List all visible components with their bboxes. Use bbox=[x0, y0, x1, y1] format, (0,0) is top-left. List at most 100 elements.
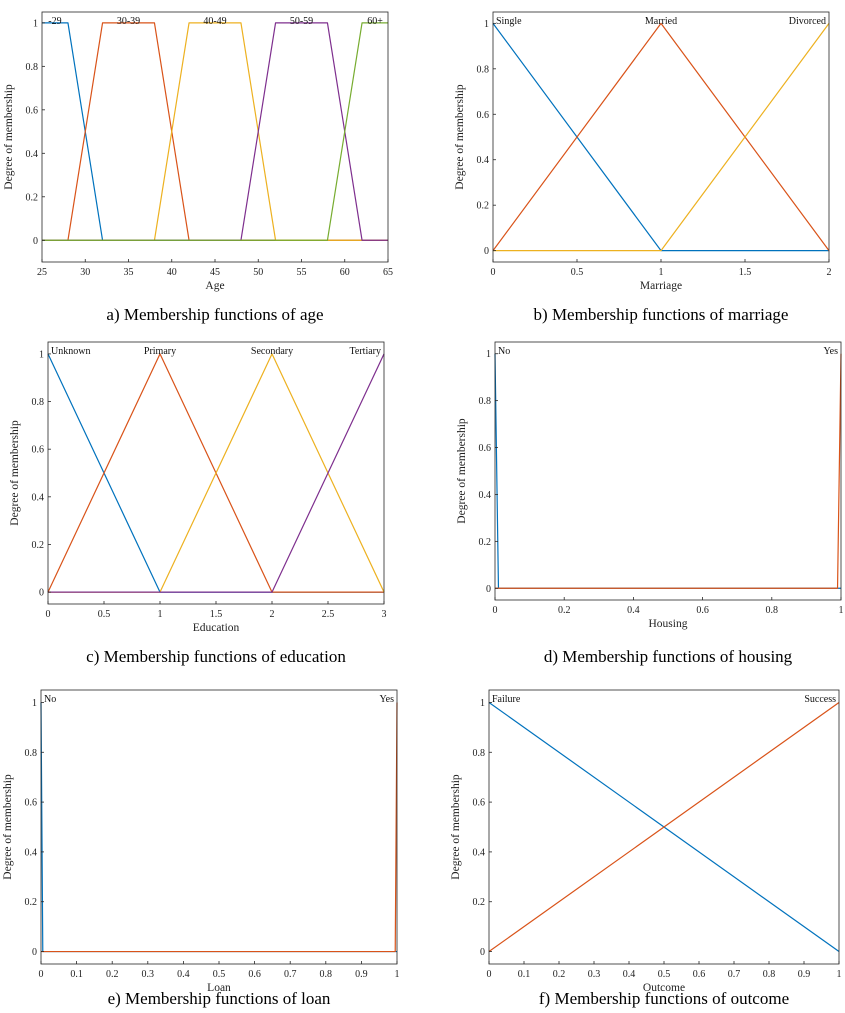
membership-label: Failure bbox=[492, 694, 521, 705]
x-tick-label: 25 bbox=[37, 267, 47, 278]
x-tick-label: 1 bbox=[839, 605, 844, 616]
y-tick-label: 0.6 bbox=[25, 798, 38, 809]
y-tick-label: 0.8 bbox=[26, 62, 39, 73]
chart-panel-6: 0 0.1 0.2 0.3 0.4 0.5 0.6 0.7 0.8 0.9 1 0 0.2 0.4 0.6 0… bbox=[450, 689, 842, 1008]
x-tick-label: 0.1 bbox=[518, 969, 531, 980]
y-tick-label: 0.2 bbox=[26, 192, 39, 203]
membership-label: Unknown bbox=[51, 346, 90, 357]
chart-panel-5: 0 0.1 0.2 0.3 0.4 0.5 0.6 0.7 0.8 0.9 1 0 0.2 0.4 0.6 0… bbox=[2, 689, 400, 1008]
y-tick-label: 0.4 bbox=[25, 847, 38, 858]
membership-label: Single bbox=[496, 16, 522, 27]
y-tick-label: 0.8 bbox=[479, 396, 492, 407]
series-line-4 bbox=[48, 353, 385, 593]
y-axis-label: Degree of membership bbox=[456, 418, 468, 524]
chart-panel-4: 0 0.2 0.4 0.6 0.8 1 0 0.2 0.4 0.6 0.8 1 Housing Degre… bbox=[456, 341, 844, 666]
series-line-4 bbox=[42, 22, 388, 241]
x-tick-label: 0.3 bbox=[142, 969, 155, 980]
series-line-1 bbox=[492, 23, 829, 252]
series-line-3 bbox=[493, 23, 830, 252]
x-tick-label: 1 bbox=[837, 969, 842, 980]
x-tick-label: 1 bbox=[659, 267, 664, 278]
panel-caption: d) Membership functions of housing bbox=[544, 647, 793, 666]
x-tick-label: 35 bbox=[124, 267, 134, 278]
membership-label: -29 bbox=[48, 16, 61, 27]
y-tick-label: 0.2 bbox=[32, 540, 45, 551]
y-tick-label: 0 bbox=[33, 236, 38, 247]
x-tick-label: 0.8 bbox=[763, 969, 776, 980]
y-tick-label: 0 bbox=[486, 584, 491, 595]
membership-label: No bbox=[44, 694, 56, 705]
axes-frame bbox=[41, 11, 389, 263]
series-line-2 bbox=[41, 702, 398, 953]
x-tick-label: 0 bbox=[491, 267, 496, 278]
x-tick-label: 0.4 bbox=[623, 969, 636, 980]
membership-label: 50-59 bbox=[290, 16, 313, 27]
series-line-1 bbox=[494, 353, 841, 589]
x-tick-label: 65 bbox=[383, 267, 393, 278]
series-line-2 bbox=[495, 353, 842, 589]
x-tick-label: 0.9 bbox=[798, 969, 811, 980]
y-tick-label: 0.4 bbox=[477, 155, 490, 166]
y-axis-label: Degree of membership bbox=[2, 774, 14, 880]
x-tick-label: 0.5 bbox=[213, 969, 226, 980]
y-tick-label: 0.6 bbox=[473, 798, 486, 809]
panel-caption: e) Membership functions of loan bbox=[108, 989, 331, 1008]
x-tick-label: 0.2 bbox=[106, 969, 119, 980]
x-tick-label: 0.5 bbox=[98, 609, 111, 620]
membership-label: Primary bbox=[144, 346, 176, 357]
x-tick-label: 0.4 bbox=[627, 605, 640, 616]
y-tick-label: 1 bbox=[33, 18, 38, 29]
y-axis-label: Degree of membership bbox=[454, 84, 466, 190]
x-tick-label: 0.6 bbox=[248, 969, 261, 980]
x-tick-label: 0 bbox=[46, 609, 51, 620]
axes-frame bbox=[40, 689, 398, 965]
axes-frame bbox=[494, 341, 842, 601]
x-tick-label: 2.5 bbox=[322, 609, 335, 620]
x-tick-label: 45 bbox=[210, 267, 220, 278]
y-tick-label: 1 bbox=[484, 19, 489, 30]
x-tick-label: 30 bbox=[80, 267, 90, 278]
x-tick-label: 0.7 bbox=[728, 969, 741, 980]
x-tick-label: 0.5 bbox=[571, 267, 584, 278]
x-tick-label: 0.4 bbox=[177, 969, 190, 980]
x-tick-label: 0.2 bbox=[558, 605, 571, 616]
membership-label: 60+ bbox=[367, 16, 383, 27]
x-axis-label: Loan bbox=[207, 982, 231, 994]
x-tick-label: 55 bbox=[297, 267, 307, 278]
y-tick-label: 0.4 bbox=[26, 149, 39, 160]
x-tick-label: 0.1 bbox=[70, 969, 83, 980]
membership-label: Married bbox=[645, 16, 677, 27]
x-tick-label: 1.5 bbox=[210, 609, 223, 620]
y-tick-label: 0.6 bbox=[477, 110, 490, 121]
membership-label: Tertiary bbox=[349, 346, 381, 357]
y-tick-label: 1 bbox=[32, 698, 37, 709]
membership-label: Yes bbox=[379, 694, 394, 705]
y-axis-label: Degree of membership bbox=[3, 84, 15, 190]
y-tick-label: 0.8 bbox=[32, 397, 45, 408]
x-tick-label: 1 bbox=[158, 609, 163, 620]
x-tick-label: 0 bbox=[487, 969, 492, 980]
y-tick-label: 0 bbox=[484, 246, 489, 257]
x-tick-label: 0.8 bbox=[766, 605, 779, 616]
y-tick-label: 0.8 bbox=[477, 64, 490, 75]
x-tick-label: 0 bbox=[493, 605, 498, 616]
panel-caption: c) Membership functions of education bbox=[86, 647, 346, 666]
x-tick-label: 0.6 bbox=[693, 969, 706, 980]
y-tick-label: 0.4 bbox=[32, 492, 45, 503]
membership-label: No bbox=[498, 346, 510, 357]
y-tick-label: 0.4 bbox=[473, 847, 486, 858]
x-tick-label: 0.2 bbox=[553, 969, 566, 980]
y-tick-label: 0.6 bbox=[32, 445, 45, 456]
membership-label: Success bbox=[804, 694, 836, 705]
x-tick-label: 0 bbox=[39, 969, 44, 980]
series-line-1 bbox=[42, 22, 388, 241]
panel-caption: f) Membership functions of outcome bbox=[539, 989, 789, 1008]
x-tick-label: 50 bbox=[253, 267, 263, 278]
y-tick-label: 0 bbox=[32, 947, 37, 958]
x-tick-label: 0.5 bbox=[658, 969, 671, 980]
x-tick-label: 0.6 bbox=[696, 605, 709, 616]
y-tick-label: 0.4 bbox=[479, 490, 492, 501]
x-tick-label: 2 bbox=[270, 609, 275, 620]
series-line-3 bbox=[48, 353, 385, 593]
